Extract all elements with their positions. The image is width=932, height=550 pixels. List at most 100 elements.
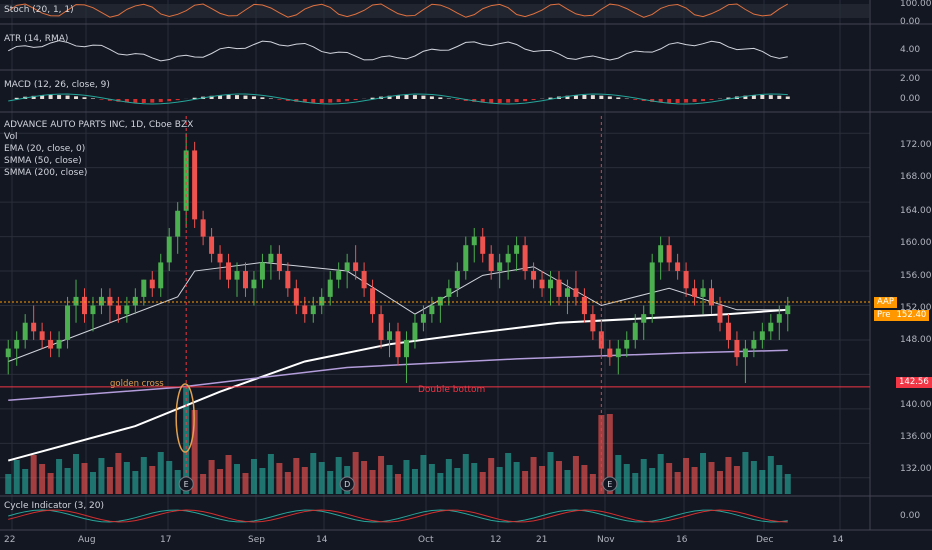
date-axis-label: 22 [4, 535, 16, 545]
atr-label[interactable]: ATR (14, RMA) [4, 34, 69, 44]
macd-hist-bar [353, 99, 358, 101]
candle-body [378, 314, 384, 340]
atr-line [8, 40, 788, 62]
date-axis-label: 17 [160, 535, 172, 545]
macd-hist-bar [285, 99, 290, 101]
volume-bar [106, 467, 113, 494]
volume-bar [293, 458, 300, 494]
macd-hist-bar [421, 95, 426, 99]
volume-bar [488, 458, 495, 494]
legend-smma200[interactable]: SMMA (200, close) [4, 168, 88, 178]
smma50-line [7, 308, 788, 462]
volume-bar [437, 473, 444, 494]
volume-bar [73, 454, 80, 494]
candle-body [403, 339, 409, 358]
volume-bar [581, 465, 588, 494]
volume-bar [708, 462, 715, 494]
stoch-pane[interactable] [0, 3, 870, 18]
macd-axis-0: 0.00 [900, 94, 921, 104]
candle-body [217, 253, 223, 263]
grid-lines [0, 0, 870, 530]
candle-body [480, 236, 486, 254]
volume-bar [683, 458, 690, 494]
price-axis-label: 152.00 [900, 303, 932, 313]
macd-hist-bar [336, 99, 341, 103]
atr-pane[interactable] [8, 40, 788, 62]
smma200-line [8, 349, 788, 401]
macd-hist-bar [65, 95, 70, 99]
macd-hist-bar [514, 99, 519, 103]
candle-body [107, 296, 113, 306]
volume-bar [276, 463, 283, 494]
macd-hist-bar [726, 97, 731, 99]
volume-bar [428, 464, 435, 494]
volume-bar [505, 453, 512, 494]
candle-body [446, 288, 452, 297]
volume-bar [784, 474, 791, 494]
volume-bar [572, 456, 579, 494]
symbol-tag: AAP [874, 297, 897, 308]
volume-bar [22, 469, 29, 494]
candle-body [531, 271, 537, 280]
volume-bar [539, 466, 546, 494]
candle-body [22, 322, 28, 340]
candle-body [124, 305, 130, 315]
macd-hist-bar [768, 95, 773, 99]
stoch-label[interactable]: Stoch (20, 1, 1) [4, 5, 74, 15]
volume-bar [555, 461, 562, 494]
legend-smma50[interactable]: SMMA (50, close) [4, 156, 82, 166]
candle-body [522, 245, 528, 272]
candle-body [183, 150, 189, 211]
candle-body [632, 322, 638, 340]
volume-bar [140, 457, 147, 494]
cycle-axis-0: 0.00 [900, 511, 921, 521]
macd-label[interactable]: MACD (12, 26, close, 9) [4, 80, 110, 90]
volume-bar [454, 468, 461, 494]
volume-bar [56, 459, 63, 494]
macd-hist-bar [590, 95, 595, 99]
legend-vol[interactable]: Vol [4, 132, 18, 142]
date-axis-label: 14 [832, 535, 844, 545]
volume-bar [547, 452, 554, 494]
volume-bar [352, 452, 359, 494]
cycle-pane[interactable] [8, 509, 788, 523]
volume-bar [5, 474, 12, 494]
main-title[interactable]: ADVANCE AUTO PARTS INC, 1D, Cboe BZX [4, 120, 194, 130]
candle-body [98, 296, 104, 306]
macd-hist-bar [692, 99, 697, 102]
macd-pane[interactable] [8, 93, 790, 105]
candle-body [429, 305, 435, 315]
macd-hist-bar [743, 95, 748, 99]
macd-hist-bar [396, 95, 400, 99]
legend-ema[interactable]: EMA (20, close, 0) [4, 144, 86, 154]
candle-body [327, 279, 333, 297]
macd-hist-bar [141, 99, 146, 103]
macd-hist-bar [582, 95, 587, 99]
cycle-label[interactable]: Cycle Indicator (3, 20) [4, 501, 105, 511]
volume-bar [462, 454, 469, 494]
volume-bar [530, 457, 537, 494]
macd-hist-bar [777, 95, 782, 99]
macd-hist-bar [192, 97, 197, 99]
candles[interactable] [5, 133, 791, 384]
volume-bar [132, 471, 139, 494]
volume-bar [149, 466, 156, 494]
macd-hist-bar [345, 99, 350, 102]
event-marker-text: E [607, 480, 612, 489]
volume-bar [217, 469, 224, 494]
volume-bar [522, 471, 529, 494]
pre-tag: Pre 152.40 [874, 310, 930, 321]
candle-body [65, 305, 71, 340]
candle-body [768, 322, 774, 332]
price-axis-label: 168.00 [900, 172, 932, 182]
macd-hist-bar [701, 99, 706, 102]
macd-hist-bar [760, 95, 765, 99]
macd-hist-bar [675, 99, 680, 103]
volume-bar [420, 455, 427, 494]
macd-hist-bar [48, 95, 53, 99]
volume-bar [361, 461, 368, 494]
macd-hist-bar [235, 95, 240, 99]
macd-hist-bar [328, 99, 333, 103]
macd-hist-bar [599, 95, 604, 99]
